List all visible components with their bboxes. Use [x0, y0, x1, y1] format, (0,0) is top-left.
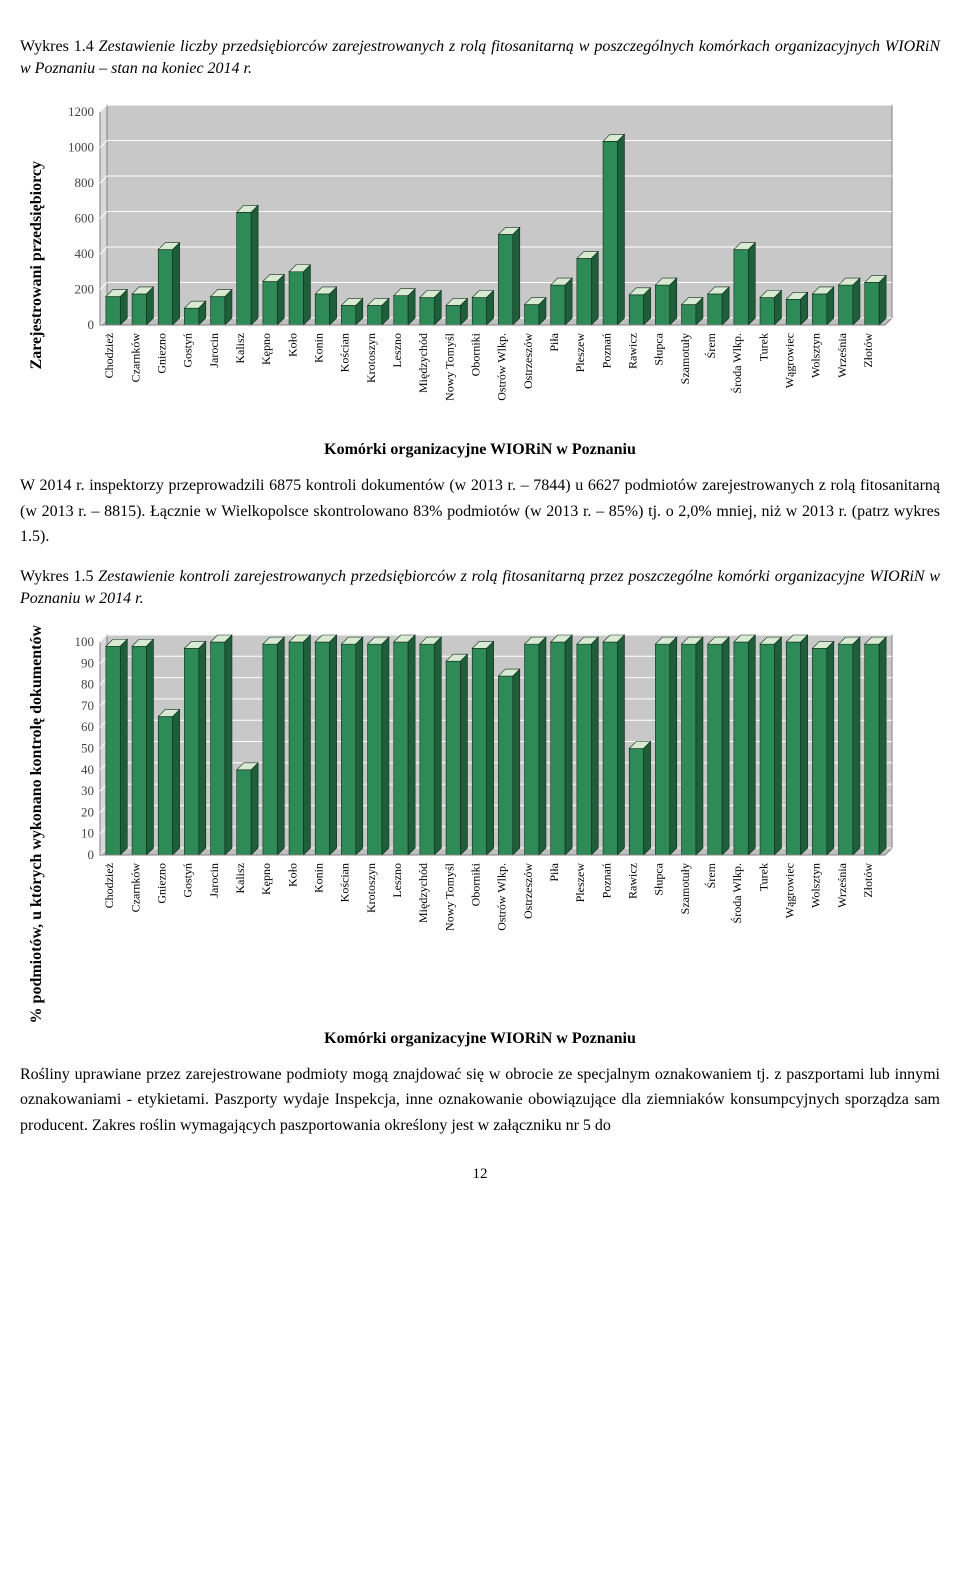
svg-text:Czarnków: Czarnków — [128, 333, 142, 383]
svg-text:400: 400 — [75, 246, 95, 261]
svg-text:Turek: Turek — [756, 863, 770, 891]
svg-text:Piła: Piła — [547, 862, 561, 881]
svg-text:Kościan: Kościan — [338, 333, 352, 372]
svg-text:Wolsztyn: Wolsztyn — [809, 333, 823, 378]
paragraph-2: Rośliny uprawiane przez zarejestrowane p… — [20, 1062, 940, 1139]
svg-text:Krotoszyn: Krotoszyn — [364, 333, 378, 383]
svg-text:Ostrzeszów: Ostrzeszów — [521, 333, 535, 389]
svg-text:Leszno: Leszno — [390, 863, 404, 898]
svg-text:Kościan: Kościan — [338, 863, 352, 902]
svg-text:50: 50 — [81, 741, 94, 756]
chart2-x-title: Komórki organizacyjne WIORiN w Poznaniu — [20, 1030, 940, 1048]
svg-text:Poznań: Poznań — [599, 863, 613, 898]
figure-text-2: Zestawienie kontroli zarejestrowanych pr… — [20, 568, 940, 607]
svg-text:Oborniki: Oborniki — [468, 863, 482, 907]
svg-text:200: 200 — [75, 282, 95, 297]
svg-text:Wągrowiec: Wągrowiec — [782, 333, 796, 388]
chart2-svg: 0 10 20 30 40 50 60 70 80 90 100 Chodzież Czarnków Gn… — [54, 625, 900, 965]
svg-text:600: 600 — [75, 211, 95, 226]
svg-text:Międzychód: Międzychód — [416, 333, 430, 393]
svg-text:Gniezno: Gniezno — [154, 333, 168, 374]
svg-text:70: 70 — [81, 698, 94, 713]
page-number: 12 — [20, 1166, 940, 1183]
svg-text:1200: 1200 — [68, 104, 94, 119]
svg-text:Konin: Konin — [311, 333, 325, 363]
figure-caption-2: Wykres 1.5 Zestawienie kontroli zarejest… — [20, 566, 940, 609]
svg-text:Leszno: Leszno — [390, 333, 404, 368]
paragraph-1: W 2014 r. inspektorzy przeprowadzili 687… — [20, 473, 940, 550]
svg-text:Wolsztyn: Wolsztyn — [809, 863, 823, 908]
svg-text:10: 10 — [81, 826, 94, 841]
svg-text:Piła: Piła — [547, 333, 561, 352]
svg-text:60: 60 — [81, 719, 94, 734]
svg-text:Września: Września — [835, 862, 849, 907]
svg-text:30: 30 — [81, 783, 94, 798]
chart1-x-title: Komórki organizacyjne WIORiN w Poznaniu — [20, 441, 940, 459]
svg-text:Pleszew: Pleszew — [573, 863, 587, 903]
svg-text:Kalisz: Kalisz — [233, 863, 247, 894]
svg-text:Koło: Koło — [285, 333, 299, 357]
svg-text:Słupca: Słupca — [652, 333, 666, 366]
chart1-svg: 0 200 400 600 800 1000 1200 Chodzież Czarnków Gni… — [54, 95, 900, 435]
svg-text:Złotów: Złotów — [861, 333, 875, 368]
svg-text:Gostyń: Gostyń — [181, 333, 195, 368]
svg-text:Szamotuły: Szamotuły — [678, 863, 692, 914]
svg-text:Oborniki: Oborniki — [468, 333, 482, 377]
svg-text:Krotoszyn: Krotoszyn — [364, 863, 378, 913]
svg-text:Złotów: Złotów — [861, 863, 875, 898]
svg-text:Rawicz: Rawicz — [625, 333, 639, 369]
svg-text:Chodzież: Chodzież — [102, 863, 116, 908]
chart2-y-title: % podmiotów, u których wykonano kontrolę… — [28, 625, 46, 1023]
svg-text:Gostyń: Gostyń — [181, 863, 195, 898]
svg-text:Kalisz: Kalisz — [233, 333, 247, 364]
svg-text:Śrem: Śrem — [704, 333, 718, 359]
svg-text:Jarocin: Jarocin — [207, 333, 221, 368]
svg-text:Wągrowiec: Wągrowiec — [782, 863, 796, 918]
svg-text:Konin: Konin — [311, 863, 325, 893]
svg-text:Szamotuły: Szamotuły — [678, 333, 692, 384]
svg-text:40: 40 — [81, 762, 94, 777]
svg-text:Międzychód: Międzychód — [416, 863, 430, 923]
svg-text:Chodzież: Chodzież — [102, 333, 116, 378]
svg-text:Ostrów Wlkp.: Ostrów Wlkp. — [495, 863, 509, 931]
svg-text:Rawicz: Rawicz — [625, 863, 639, 899]
chart-2: % podmiotów, u których wykonano kontrolę… — [20, 625, 940, 1047]
svg-text:Września: Września — [835, 333, 849, 378]
svg-text:100: 100 — [75, 634, 95, 649]
svg-text:Nowy Tomyśl: Nowy Tomyśl — [442, 333, 456, 402]
svg-text:Pleszew: Pleszew — [573, 333, 587, 373]
svg-text:Koło: Koło — [285, 863, 299, 887]
chart1-y-title: Zarejestrowani przedsiębiorcy — [28, 161, 46, 369]
svg-text:Jarocin: Jarocin — [207, 863, 221, 898]
svg-text:80: 80 — [81, 677, 94, 692]
svg-text:Słupca: Słupca — [652, 862, 666, 895]
svg-text:Śrem: Śrem — [704, 863, 718, 889]
svg-text:800: 800 — [75, 175, 95, 190]
figure-label-2: Wykres 1.5 — [20, 568, 94, 585]
svg-text:Poznań: Poznań — [599, 333, 613, 368]
svg-text:Turek: Turek — [756, 333, 770, 361]
figure-text-1: Zestawienie liczby przedsiębiorców zarej… — [20, 38, 940, 77]
svg-text:Kępno: Kępno — [259, 333, 273, 365]
svg-text:Ostrzeszów: Ostrzeszów — [521, 863, 535, 919]
svg-text:Środa Wlkp.: Środa Wlkp. — [730, 863, 744, 923]
figure-label-1: Wykres 1.4 — [20, 38, 94, 55]
svg-text:Kępno: Kępno — [259, 863, 273, 895]
svg-text:20: 20 — [81, 805, 94, 820]
svg-text:1000: 1000 — [68, 140, 94, 155]
figure-caption-1: Wykres 1.4 Zestawienie liczby przedsiębi… — [20, 36, 940, 79]
svg-text:Nowy Tomyśl: Nowy Tomyśl — [442, 862, 456, 931]
svg-text:0: 0 — [88, 847, 95, 862]
svg-text:90: 90 — [81, 655, 94, 670]
svg-text:Ostrów Wlkp.: Ostrów Wlkp. — [495, 333, 509, 401]
svg-text:0: 0 — [88, 317, 95, 332]
svg-text:Środa Wlkp.: Środa Wlkp. — [730, 333, 744, 393]
svg-text:Gniezno: Gniezno — [154, 863, 168, 904]
chart-1: Zarejestrowani przedsiębiorcy 0 200 400 600… — [20, 95, 940, 459]
svg-text:Czarnków: Czarnków — [128, 863, 142, 913]
